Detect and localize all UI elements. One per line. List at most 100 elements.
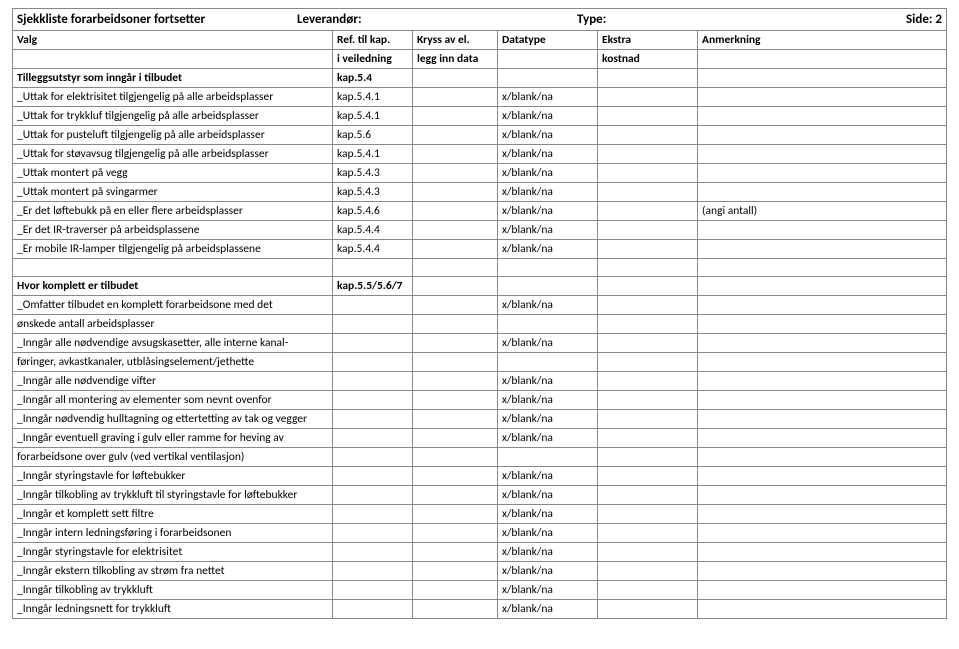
col-datatype: Datatype [498,31,598,50]
col-valg: Valg [13,31,333,50]
ekstra-cell [598,145,698,164]
ekstra-cell [598,581,698,600]
datatype-cell: x/blank/na [498,126,598,145]
datatype-cell: x/blank/na [498,486,598,505]
ekstra-cell [598,353,698,372]
table-row: _Uttak for pusteluft tilgjengelig på all… [13,126,947,145]
header-row-2: i veiledning legg inn data kostnad [13,50,947,69]
valg-cell: _Er det løftebukk på en eller flere arbe… [13,202,333,221]
kryss-cell [413,448,498,467]
cell [413,277,498,296]
anm-cell [698,221,947,240]
table-row: _Er mobile IR-lamper tilgjengelig på arb… [13,240,947,259]
ekstra-cell [598,221,698,240]
cell [698,277,947,296]
table-row: ønskede antall arbeidsplasser [13,315,947,334]
datatype-cell: x/blank/na [498,221,598,240]
table-row: _Inngår intern ledningsføring i forarbei… [13,524,947,543]
anm-cell [698,183,947,202]
col-anmerkning-2 [698,50,947,69]
datatype-cell [498,353,598,372]
kryss-cell [413,164,498,183]
ref-cell: kap.5.6 [333,126,413,145]
ekstra-cell [598,315,698,334]
ref-cell [333,581,413,600]
ekstra-cell [598,240,698,259]
valg-cell: _Inngår tilkobling av trykkluft [13,581,333,600]
kryss-cell [413,410,498,429]
anm-cell [698,315,947,334]
valg-cell: _Inngår et komplett sett filtre [13,505,333,524]
ekstra-cell [598,562,698,581]
datatype-cell [498,448,598,467]
table-row: føringer, avkastkanaler, utblåsingseleme… [13,353,947,372]
anm-cell [698,126,947,145]
kryss-cell [413,296,498,315]
ref-cell: kap.5.4.6 [333,202,413,221]
valg-cell: _Er det IR-traverser på arbeidsplassene [13,221,333,240]
col-anmerkning: Anmerkning [698,31,947,50]
kryss-cell [413,353,498,372]
anm-cell [698,562,947,581]
valg-cell: _Inngår ekstern tilkobling av strøm fra … [13,562,333,581]
section-heading-row: Tilleggsutstyr som inngår i tilbudetkap.… [13,69,947,88]
table-row: _Inngår eventuell graving i gulv eller r… [13,429,947,448]
valg-cell: _Uttak montert på svingarmer [13,183,333,202]
col-kryss-2: legg inn data [413,50,498,69]
ekstra-cell [598,202,698,221]
ekstra-cell [598,164,698,183]
table-row: _Inngår styringstavle for elektrisitetx/… [13,543,947,562]
ekstra-cell [598,107,698,126]
kryss-cell [413,334,498,353]
section-heading-ref: kap.5.4 [333,69,413,88]
cell [698,69,947,88]
ref-cell [333,448,413,467]
anm-cell [698,410,947,429]
ekstra-cell [598,600,698,619]
datatype-cell: x/blank/na [498,164,598,183]
ekstra-cell [598,410,698,429]
ekstra-cell [598,524,698,543]
valg-cell: _Inngår eventuell graving i gulv eller r… [13,429,333,448]
ekstra-cell [598,467,698,486]
valg-cell: _Inngår alle nødvendige vifter [13,372,333,391]
kryss-cell [413,486,498,505]
section-heading-row: Hvor komplett er tilbudetkap.5.5/5.6/7 [13,277,947,296]
ekstra-cell [598,372,698,391]
kryss-cell [413,202,498,221]
kryss-cell [413,88,498,107]
datatype-cell: x/blank/na [498,581,598,600]
datatype-cell: x/blank/na [498,296,598,315]
cell [498,277,598,296]
ref-cell: kap.5.4.4 [333,240,413,259]
ref-cell [333,486,413,505]
col-kryss-1: Kryss av el. [413,31,498,50]
datatype-cell: x/blank/na [498,183,598,202]
ekstra-cell [598,334,698,353]
kryss-cell [413,183,498,202]
ekstra-cell [598,505,698,524]
datatype-cell: x/blank/na [498,240,598,259]
anm-cell [698,296,947,315]
anm-cell [698,164,947,183]
valg-cell: _Er mobile IR-lamper tilgjengelig på arb… [13,240,333,259]
kryss-cell [413,505,498,524]
valg-cell: _Inngår styringstavle for løftebukker [13,467,333,486]
col-ref-2: i veiledning [333,50,413,69]
kryss-cell [413,467,498,486]
anm-cell [698,429,947,448]
cell [413,69,498,88]
datatype-cell: x/blank/na [498,410,598,429]
table-row: forarbeidsone over gulv (ved vertikal ve… [13,448,947,467]
table-body: Tilleggsutstyr som inngår i tilbudetkap.… [13,69,947,619]
page-header: Sjekkliste forarbeidsoner fortsetter Lev… [12,8,947,30]
table-row: _Inngår all montering av elementer som n… [13,391,947,410]
table-row: _Uttak montert på svingarmerkap.5.4.3x/b… [13,183,947,202]
section-heading-ref: kap.5.5/5.6/7 [333,277,413,296]
ekstra-cell [598,88,698,107]
ref-cell [333,296,413,315]
cell [498,69,598,88]
col-ref-1: Ref. til kap. [333,31,413,50]
ekstra-cell [598,183,698,202]
anm-cell [698,145,947,164]
